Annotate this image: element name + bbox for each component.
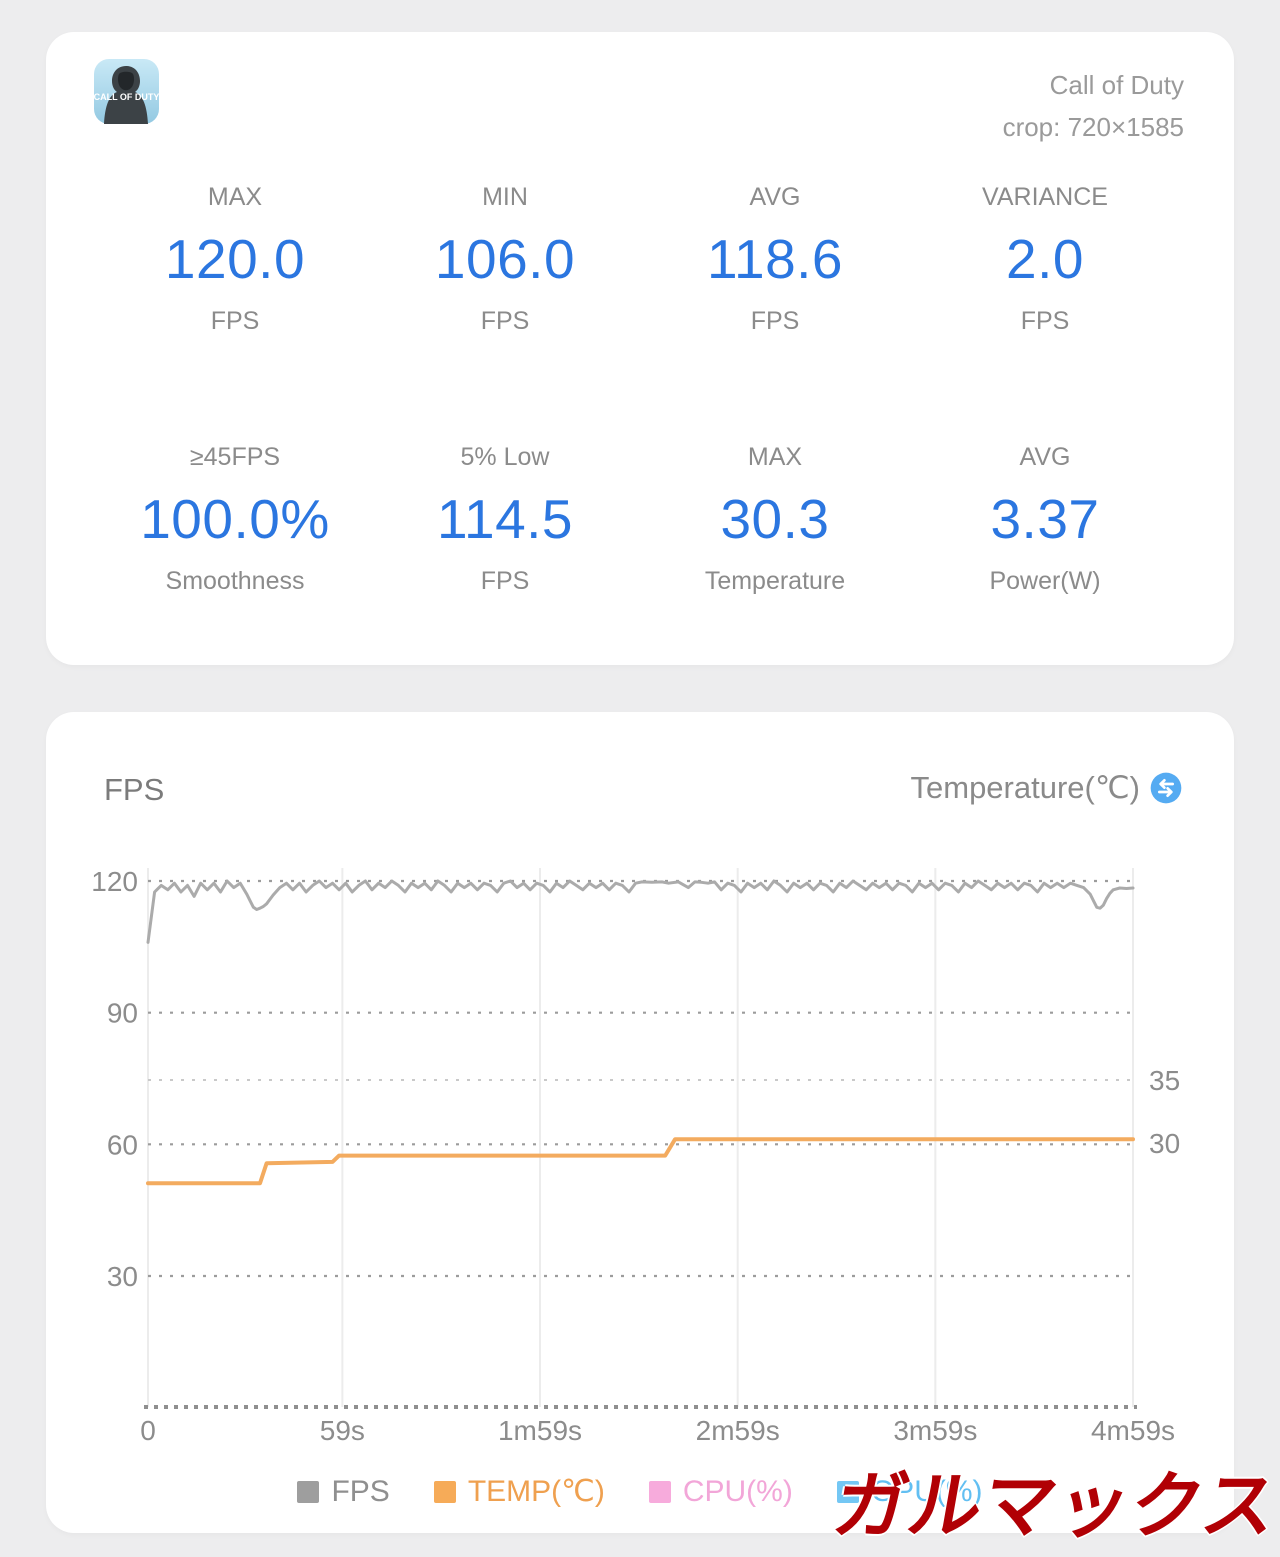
- stat-label: MAX: [207, 183, 263, 211]
- stat-value: 30.3: [720, 488, 830, 550]
- chart-legend: FPS TEMP(℃) CPU(%) GPU(%): [46, 1474, 1234, 1509]
- left-axis-tick-label: 120: [91, 866, 138, 897]
- chart-left-axis-title: FPS: [104, 772, 165, 807]
- fps-series-line: [146, 879, 1135, 944]
- stat-avg-power: AVG 3.37 Power(W): [910, 442, 1180, 596]
- app-name: Call of Duty: [1049, 70, 1184, 100]
- x-axis-tick-label: 2m59s: [696, 1415, 780, 1446]
- stat-unit: Smoothness: [165, 567, 305, 595]
- stat-max-fps: MAX 120.0 FPS: [100, 182, 370, 336]
- cpu-legend-swatch: [648, 1480, 671, 1503]
- legend-label: FPS: [331, 1474, 390, 1508]
- gpu-legend-swatch: [836, 1480, 859, 1503]
- x-axis-tick-label: 1m59s: [498, 1415, 582, 1446]
- stat-unit: FPS: [1020, 307, 1070, 335]
- stat-unit: FPS: [210, 307, 260, 335]
- stat-unit: Temperature: [704, 567, 846, 595]
- left-axis-tick-label: 60: [107, 1129, 138, 1160]
- stat-value: 114.5: [436, 488, 574, 550]
- fps-temperature-chart: 120 90 60 30 35 30 0 59s 1m59s 2m59s 3m59s 4m59s: [91, 866, 1180, 1446]
- stat-label: AVG: [749, 183, 801, 211]
- stat-smoothness: ≥45FPS 100.0% Smoothness: [100, 442, 370, 596]
- x-axis-tick-label: 59s: [320, 1415, 365, 1446]
- stat-value: 2.0: [1006, 228, 1084, 290]
- temp-series-line: [146, 1137, 1135, 1186]
- stat-variance-fps: VARIANCE 2.0 FPS: [910, 182, 1180, 336]
- temp-legend-swatch: [433, 1480, 456, 1503]
- legend-label: CPU(%): [682, 1474, 793, 1508]
- stat-value: 118.6: [706, 228, 844, 290]
- chart-right-axis-title: Temperature(℃): [910, 770, 1141, 805]
- app-icon-art: CALL OF DUTY: [94, 59, 160, 124]
- summary-card: CALL OF DUTY Call of Duty crop: 720×1585…: [46, 32, 1234, 665]
- stat-value: 100.0%: [140, 488, 330, 550]
- call-of-duty-app-icon: CALL OF DUTY: [93, 58, 160, 125]
- app-header: Call of Duty crop: 720×1585: [1003, 68, 1184, 144]
- stat-value: 120.0: [164, 228, 306, 290]
- right-axis-tick-label: 30: [1149, 1128, 1180, 1159]
- stat-max-temperature: MAX 30.3 Temperature: [640, 442, 910, 596]
- legend-label: GPU(%): [870, 1474, 983, 1508]
- legend-label: TEMP(℃): [467, 1475, 605, 1508]
- stat-label: ≥45FPS: [189, 443, 281, 471]
- stat-unit: Power(W): [989, 567, 1101, 595]
- stat-min-fps: MIN 106.0 FPS: [370, 182, 640, 336]
- stat-value: 3.37: [990, 488, 1100, 550]
- stat-5pct-low: 5% Low 114.5 FPS: [370, 442, 640, 596]
- stat-unit: FPS: [480, 567, 530, 595]
- stats-row-secondary: ≥45FPS 100.0% Smoothness 5% Low 114.5 FP…: [46, 442, 1234, 596]
- x-axis-tick-label: 3m59s: [893, 1415, 977, 1446]
- stat-label: VARIANCE: [982, 183, 1108, 211]
- svg-text:CALL OF DUTY: CALL OF DUTY: [94, 92, 160, 102]
- stat-label: MIN: [482, 183, 528, 211]
- garumax-watermark: ガルマックス: [827, 1466, 1280, 1547]
- left-axis-tick-label: 90: [107, 998, 138, 1029]
- right-axis-tick-label: 35: [1149, 1065, 1180, 1096]
- stat-unit: FPS: [480, 307, 530, 335]
- legend-item-cpu[interactable]: CPU(%): [648, 1474, 793, 1509]
- fps-legend-swatch: [297, 1480, 320, 1503]
- left-axis-tick-label: 30: [107, 1261, 138, 1292]
- stat-avg-fps: AVG 118.6 FPS: [640, 182, 910, 336]
- stat-value: 106.0: [434, 228, 576, 290]
- stats-row-fps: MAX 120.0 FPS MIN 106.0 FPS AVG 118.6 FP…: [46, 182, 1234, 336]
- stat-label: MAX: [747, 443, 803, 471]
- swap-axis-icon[interactable]: [1150, 772, 1182, 804]
- crop-resolution: crop: 720×1585: [1002, 112, 1184, 142]
- legend-item-gpu[interactable]: GPU(%): [836, 1474, 983, 1509]
- legend-item-fps[interactable]: FPS: [297, 1474, 390, 1509]
- chart-right-axis-title-group: Temperature(℃): [911, 770, 1183, 806]
- x-axis-tick-label: 4m59s: [1091, 1415, 1175, 1446]
- stat-label: AVG: [1019, 443, 1071, 471]
- chart-card: FPS Temperature(℃) 120 90 60 30 35 30 0 59s 1m59…: [46, 712, 1234, 1533]
- stat-label: 5% Low: [460, 443, 550, 471]
- stat-unit: FPS: [750, 307, 800, 335]
- x-axis-tick-label: 0: [140, 1415, 156, 1446]
- legend-item-temp[interactable]: TEMP(℃): [433, 1474, 605, 1509]
